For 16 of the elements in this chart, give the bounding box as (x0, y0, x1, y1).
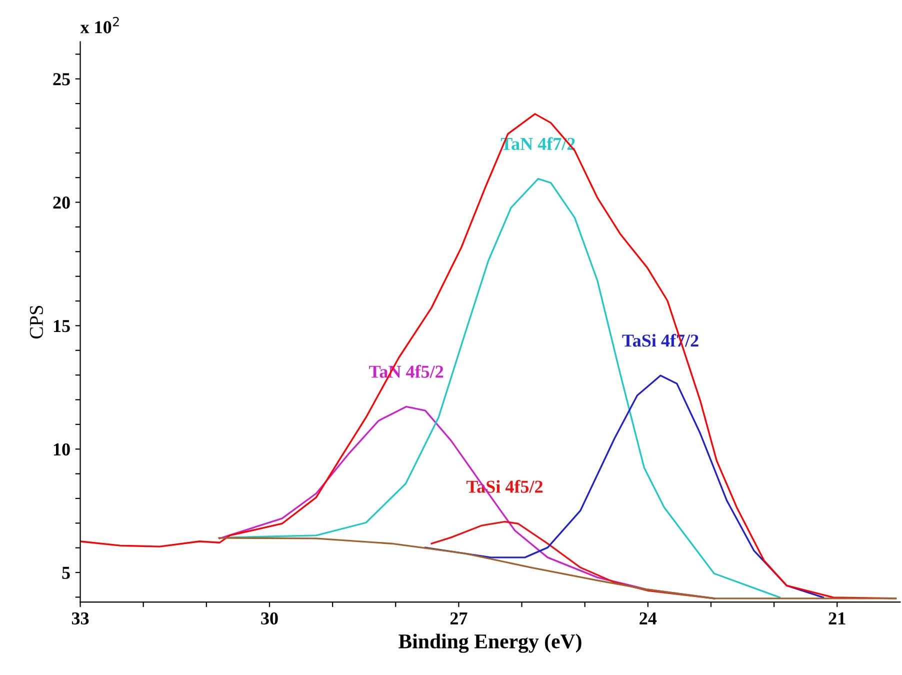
y-tick-label: 10 (54, 443, 70, 456)
x-tick-label: 27 (450, 612, 468, 624)
y-tick-label: 20 (53, 196, 70, 209)
y-tick-label: 5 (62, 566, 70, 579)
y-axis-title: CPS (30, 306, 43, 338)
x-tick-label: 24 (640, 612, 657, 624)
y-tick-label: 25 (53, 73, 70, 86)
line-series (218, 537, 897, 600)
text: x 10$^{2}$ (80, 16, 119, 34)
x-tick-label: 30 (261, 612, 278, 625)
line-series (430, 520, 715, 600)
line-series (228, 178, 781, 598)
x-tick-label: 33 (72, 612, 89, 625)
y-tick-label: 15 (54, 320, 70, 332)
x-axis-title: Binding Energy (eV) (398, 634, 582, 653)
x-tick-label: 21 (828, 612, 846, 624)
